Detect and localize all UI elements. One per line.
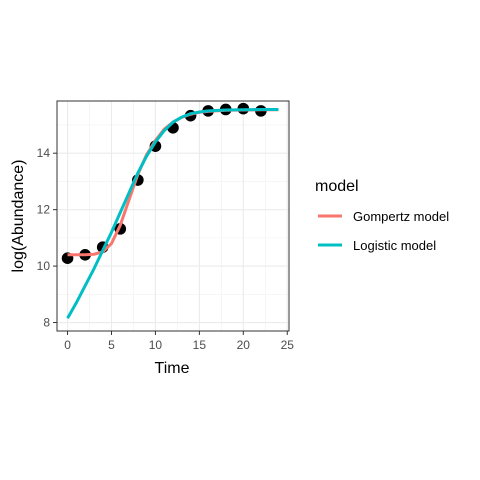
y-tick-label: 14 xyxy=(37,146,51,160)
x-axis-title: Time xyxy=(155,360,190,377)
x-tick-label: 0 xyxy=(64,338,71,352)
y-tick-label: 10 xyxy=(37,259,51,273)
x-tick-label: 15 xyxy=(193,338,207,352)
x-tick-label: 25 xyxy=(281,338,295,352)
y-axis-title: log(Abundance) xyxy=(10,160,27,273)
x-tick-label: 20 xyxy=(237,338,251,352)
x-tick-label: 10 xyxy=(149,338,163,352)
x-tick-label: 5 xyxy=(108,338,115,352)
legend-title: model xyxy=(315,178,359,195)
legend-label: Logistic model xyxy=(353,238,436,253)
legend-label: Gompertz model xyxy=(353,209,449,224)
y-tick-label: 12 xyxy=(37,203,51,217)
y-tick-label: 8 xyxy=(43,316,50,330)
